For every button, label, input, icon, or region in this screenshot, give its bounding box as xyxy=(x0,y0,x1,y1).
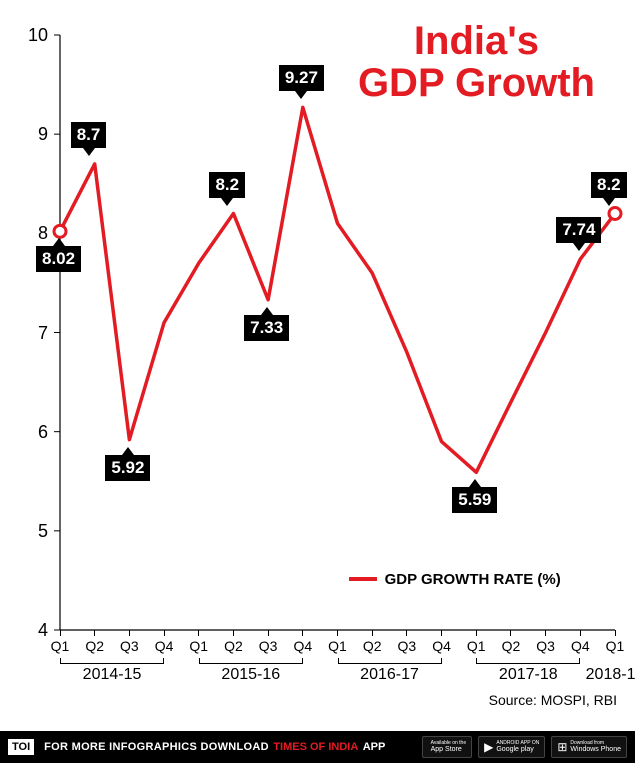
x-group-label: 2014-15 xyxy=(72,666,152,684)
x-tick-label: Q1 xyxy=(45,638,75,654)
x-tick-label: Q1 xyxy=(600,638,630,654)
x-group-label: 2017-18 xyxy=(488,666,568,684)
x-tick-label: Q4 xyxy=(565,638,595,654)
legend-line xyxy=(349,577,377,581)
data-label: 5.92 xyxy=(105,455,150,481)
y-tick-label: 6 xyxy=(20,422,48,443)
source-label: Source: MOSPI, RBI xyxy=(489,692,617,708)
legend: GDP GROWTH RATE (%) xyxy=(349,571,561,588)
infographic-container: India's GDP Growth 45678910 Q1Q2Q3Q4Q1Q2… xyxy=(0,0,635,763)
x-tick-label: Q3 xyxy=(253,638,283,654)
x-tick-label: Q2 xyxy=(357,638,387,654)
store-badge[interactable]: ⊞Download fromWindows Phone xyxy=(551,736,627,758)
legend-text: GDP GROWTH RATE (%) xyxy=(385,571,561,588)
y-tick-label: 9 xyxy=(20,124,48,145)
data-label: 9.27 xyxy=(279,65,324,91)
x-tick-label: Q3 xyxy=(114,638,144,654)
x-tick-label: Q4 xyxy=(427,638,457,654)
store-badge[interactable]: ▶ANDROID APP ONGoogle play xyxy=(478,736,545,758)
x-tick-label: Q1 xyxy=(184,638,214,654)
x-tick-label: Q3 xyxy=(531,638,561,654)
y-tick-label: 10 xyxy=(20,25,48,46)
data-label: 5.59 xyxy=(452,487,497,513)
footer-bar: TOI FOR MORE INFOGRAPHICS DOWNLOAD TIMES… xyxy=(0,731,635,763)
x-tick-label: Q4 xyxy=(149,638,179,654)
x-tick-label: Q2 xyxy=(80,638,110,654)
x-tick-label: Q1 xyxy=(461,638,491,654)
x-group-label: 2018-19 xyxy=(575,666,635,684)
y-tick-label: 5 xyxy=(20,521,48,542)
data-label: 8.7 xyxy=(71,122,107,148)
y-tick-label: 4 xyxy=(20,620,48,641)
x-group-label: 2016-17 xyxy=(350,666,430,684)
y-tick-label: 8 xyxy=(20,223,48,244)
x-tick-label: Q2 xyxy=(496,638,526,654)
data-label: 7.33 xyxy=(244,315,289,341)
x-tick-label: Q1 xyxy=(323,638,353,654)
y-tick-label: 7 xyxy=(20,323,48,344)
store-badges: Available on theApp Store▶ANDROID APP ON… xyxy=(416,736,627,758)
data-label: 8.02 xyxy=(36,246,81,272)
toi-badge: TOI xyxy=(8,739,34,755)
footer-text-1: FOR MORE INFOGRAPHICS DOWNLOAD xyxy=(44,741,269,753)
x-tick-label: Q4 xyxy=(288,638,318,654)
x-group-label: 2015-16 xyxy=(211,666,291,684)
store-badge[interactable]: Available on theApp Store xyxy=(422,736,473,758)
x-tick-label: Q2 xyxy=(218,638,248,654)
data-label: 7.74 xyxy=(556,217,601,243)
footer-text-2: APP xyxy=(363,741,386,753)
data-label: 8.2 xyxy=(209,172,245,198)
x-tick-label: Q3 xyxy=(392,638,422,654)
footer-red-text: TIMES OF INDIA xyxy=(273,741,358,753)
data-label: 8.2 xyxy=(591,172,627,198)
